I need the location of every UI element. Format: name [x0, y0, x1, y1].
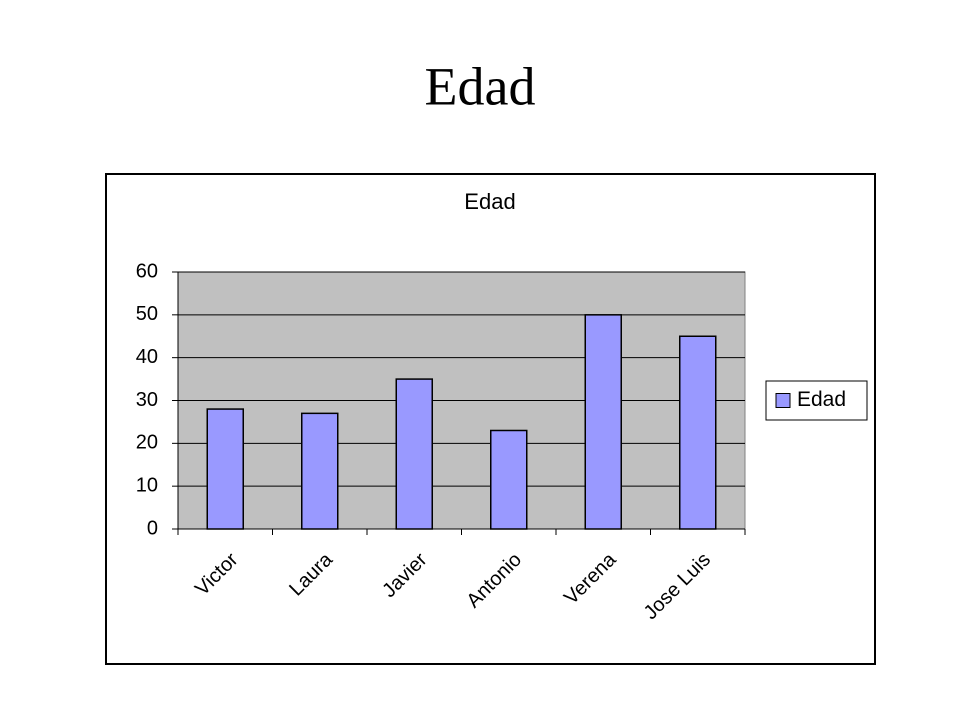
slide-title: Edad — [425, 56, 536, 116]
y-tick-label: 10 — [136, 474, 158, 496]
y-tick-label: 0 — [147, 517, 158, 539]
y-tick-label: 60 — [136, 260, 158, 282]
y-tick-label: 50 — [136, 303, 158, 325]
y-tick-label: 20 — [136, 432, 158, 454]
bar — [490, 429, 528, 530]
bar — [206, 408, 244, 530]
legend-swatch — [775, 393, 791, 408]
legend-label: Edad — [797, 388, 846, 411]
bar — [301, 412, 339, 530]
y-tick-label: 40 — [136, 346, 158, 368]
y-tick-label: 30 — [136, 389, 158, 411]
bar — [679, 335, 717, 530]
bar — [584, 314, 622, 530]
chart-title: Edad — [464, 189, 515, 214]
bar — [395, 378, 433, 530]
